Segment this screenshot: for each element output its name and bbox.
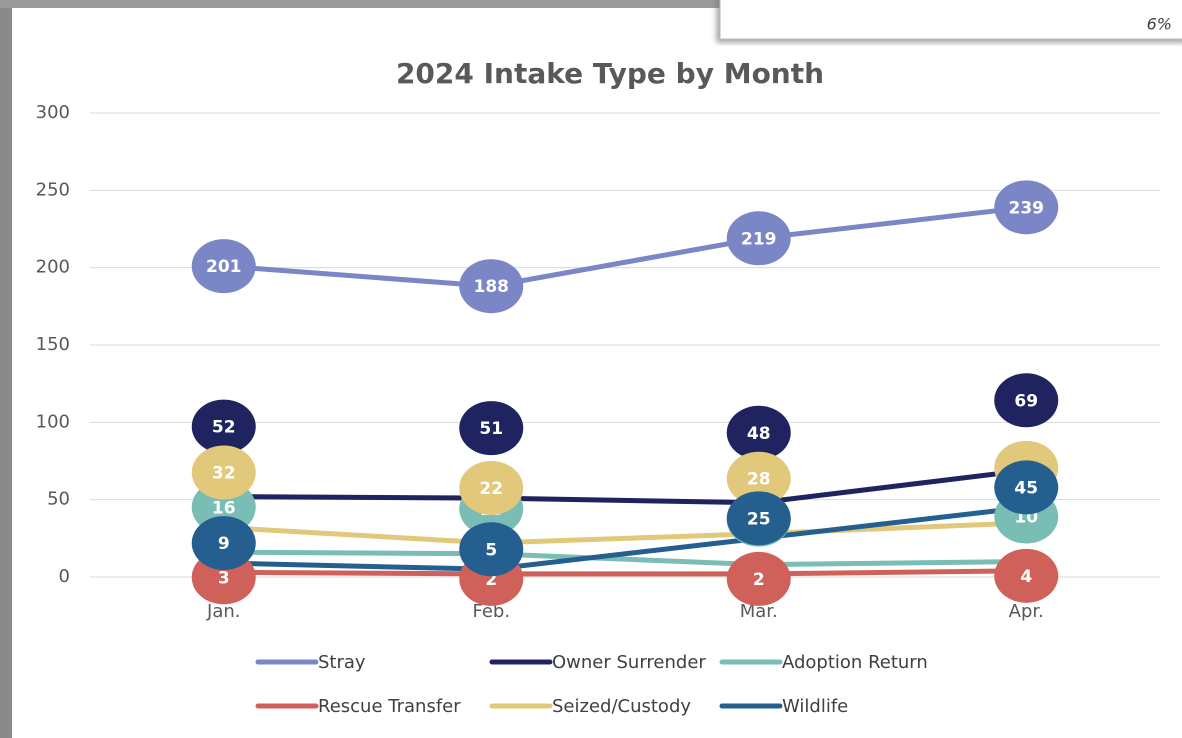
- data-label-bubble: [459, 401, 524, 456]
- data-label: 45: [1014, 478, 1038, 498]
- x-tick-label: Jan.: [206, 601, 240, 622]
- data-label: 9: [218, 534, 230, 554]
- series-line: [221, 568, 1029, 577]
- y-tick-label: 100: [36, 411, 70, 432]
- legend-label: Seized/Custody: [552, 696, 691, 717]
- series-line: [221, 467, 1029, 506]
- data-label-bubble: [726, 405, 791, 460]
- data-label-bubble: [459, 259, 524, 314]
- legend-label: Wildlife: [782, 696, 848, 717]
- legend-label: Stray: [318, 652, 366, 673]
- data-label: 28: [747, 470, 771, 490]
- data-label: 52: [212, 418, 236, 438]
- data-label-bubble: [191, 516, 256, 571]
- chart-title: 2024 Intake Type by Month: [396, 57, 824, 90]
- overlay-label: 6%: [1147, 15, 1172, 34]
- x-tick-label: Mar.: [740, 601, 778, 622]
- data-label: 2: [485, 570, 497, 590]
- y-tick-label: 200: [36, 257, 70, 278]
- data-label: 51: [479, 419, 503, 439]
- legend-label: Adoption Return: [782, 652, 928, 673]
- data-label: 2: [753, 570, 765, 590]
- x-tick-label: Apr.: [1009, 601, 1044, 622]
- y-tick-label: 50: [47, 489, 70, 510]
- series-line: [221, 549, 1029, 568]
- y-tick-label: 300: [36, 102, 70, 123]
- series-line: [221, 504, 1029, 572]
- y-tick-label: 250: [36, 179, 70, 200]
- data-label: 48: [747, 424, 771, 444]
- data-label: 219: [741, 229, 777, 249]
- data-label: 5: [485, 540, 497, 560]
- data-label-bubble: [191, 239, 256, 294]
- data-label: 69: [1014, 391, 1038, 411]
- data-label: 4: [1020, 567, 1032, 587]
- data-label-bubble: [994, 548, 1059, 603]
- data-label-bubble: [459, 460, 524, 515]
- data-label: 32: [212, 464, 236, 484]
- frame-edge: [0, 0, 1182, 8]
- data-label-bubble: [191, 445, 256, 500]
- data-label: 239: [1009, 198, 1045, 218]
- series-line: [221, 520, 1029, 546]
- data-label-bubble: [191, 399, 256, 454]
- x-tick-label: Feb.: [472, 601, 510, 622]
- overlay-box: [719, 0, 1182, 40]
- data-label: 25: [747, 509, 771, 529]
- data-label: 3: [218, 568, 230, 588]
- data-label-bubble: [726, 451, 791, 506]
- data-label-bubble: [994, 373, 1059, 428]
- frame-edge: [0, 0, 14, 738]
- data-label-bubble: [459, 522, 524, 577]
- data-label-bubble: [994, 460, 1059, 515]
- chart-area: [12, 8, 1182, 738]
- legend-label: Rescue Transfer: [318, 696, 461, 717]
- legend-label: Owner Surrender: [552, 652, 706, 673]
- y-tick-label: 0: [59, 566, 70, 587]
- y-tick-label: 150: [36, 334, 70, 355]
- data-label-bubble: [726, 211, 791, 266]
- data-label: 188: [474, 277, 510, 297]
- data-label: 16: [212, 498, 236, 518]
- series-line: [221, 204, 1029, 289]
- data-label-bubble: [726, 491, 791, 546]
- data-label: 22: [479, 479, 503, 499]
- data-label: 201: [206, 257, 242, 277]
- data-label-bubble: [994, 180, 1059, 235]
- data-label-bubble: [726, 551, 791, 606]
